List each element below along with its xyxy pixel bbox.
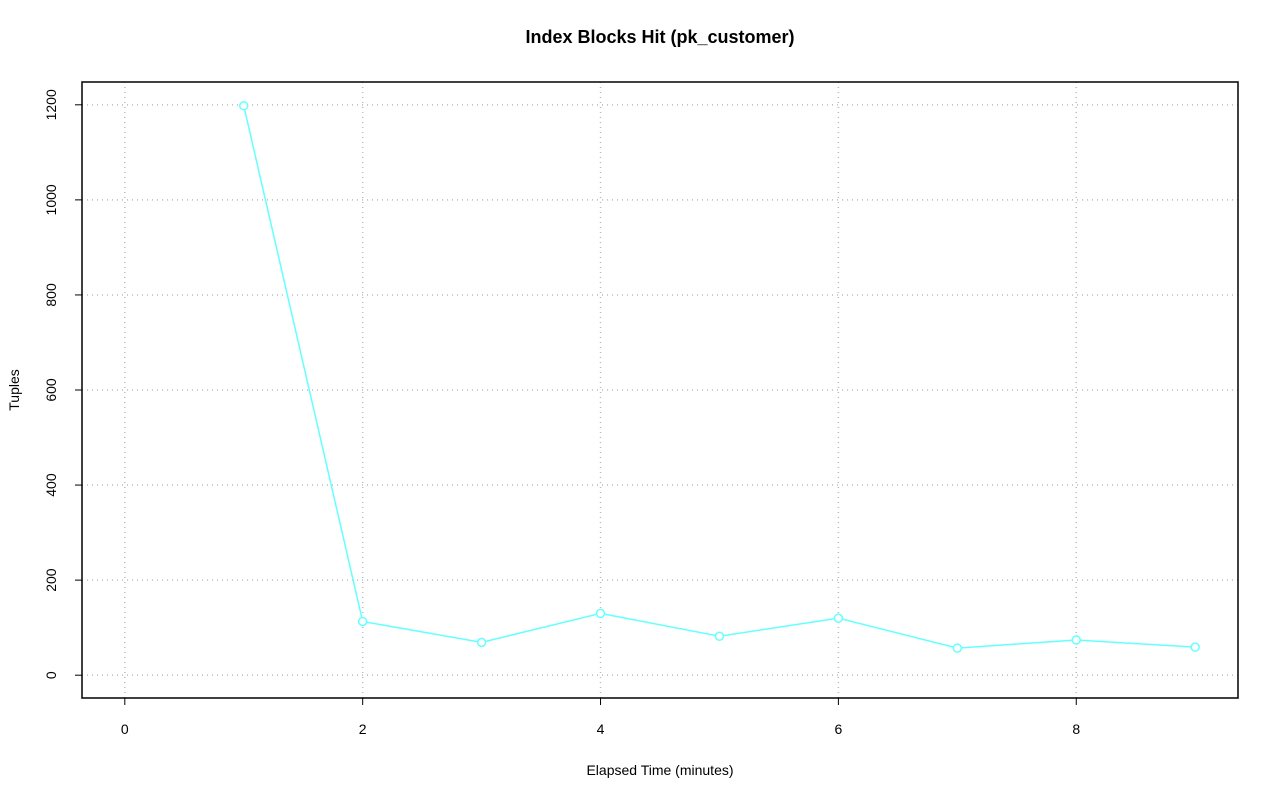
x-tick-label: 6: [834, 721, 842, 737]
y-tick-label: 1000: [43, 184, 59, 215]
y-tick-label: 1200: [43, 89, 59, 120]
data-point: [714, 631, 725, 641]
y-axis-label: Tuples: [6, 369, 22, 411]
y-tick-label: 600: [43, 378, 59, 402]
data-point: [357, 616, 368, 627]
data-point: [1071, 635, 1082, 645]
x-tick-label: 0: [121, 721, 129, 737]
y-tick-label: 200: [43, 568, 59, 592]
x-tick-label: 4: [597, 721, 605, 737]
y-tick-label: 400: [43, 473, 59, 497]
data-point: [1190, 642, 1200, 652]
data-point: [833, 613, 844, 623]
series-line: [243, 105, 1196, 649]
x-axis-label: Elapsed Time (minutes): [586, 762, 733, 778]
chart-title: Index Blocks Hit (pk_customer): [525, 27, 794, 47]
y-tick-label: 800: [43, 283, 59, 307]
y-tick-label: 0: [43, 671, 59, 679]
plot-frame: [81, 81, 1239, 699]
data-point: [595, 608, 606, 619]
x-tick-label: 8: [1072, 721, 1080, 737]
data-point: [238, 101, 249, 111]
x-tick-label: 2: [359, 721, 367, 737]
data-point: [476, 637, 487, 648]
data-point: [952, 643, 963, 653]
